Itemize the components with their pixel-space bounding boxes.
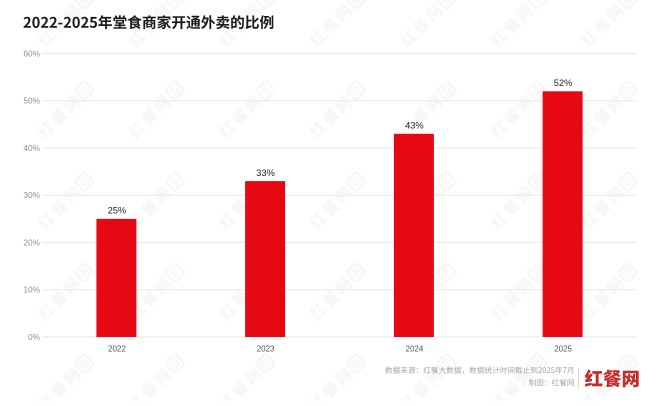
svg-text:2024: 2024 — [406, 344, 424, 353]
svg-text:52%: 52% — [554, 78, 573, 88]
svg-text:2025: 2025 — [554, 344, 572, 353]
svg-text:10%: 10% — [23, 285, 40, 295]
svg-text:60%: 60% — [23, 48, 40, 58]
svg-text:0%: 0% — [28, 332, 41, 342]
svg-text:50%: 50% — [23, 96, 40, 106]
svg-text:30%: 30% — [23, 190, 40, 200]
svg-text:40%: 40% — [23, 143, 40, 153]
svg-text:43%: 43% — [405, 121, 424, 131]
svg-text:20%: 20% — [23, 237, 40, 247]
svg-text:2022: 2022 — [108, 344, 126, 353]
svg-text:33%: 33% — [256, 168, 275, 178]
svg-text:2023: 2023 — [257, 344, 275, 353]
svg-text:25%: 25% — [108, 206, 127, 216]
